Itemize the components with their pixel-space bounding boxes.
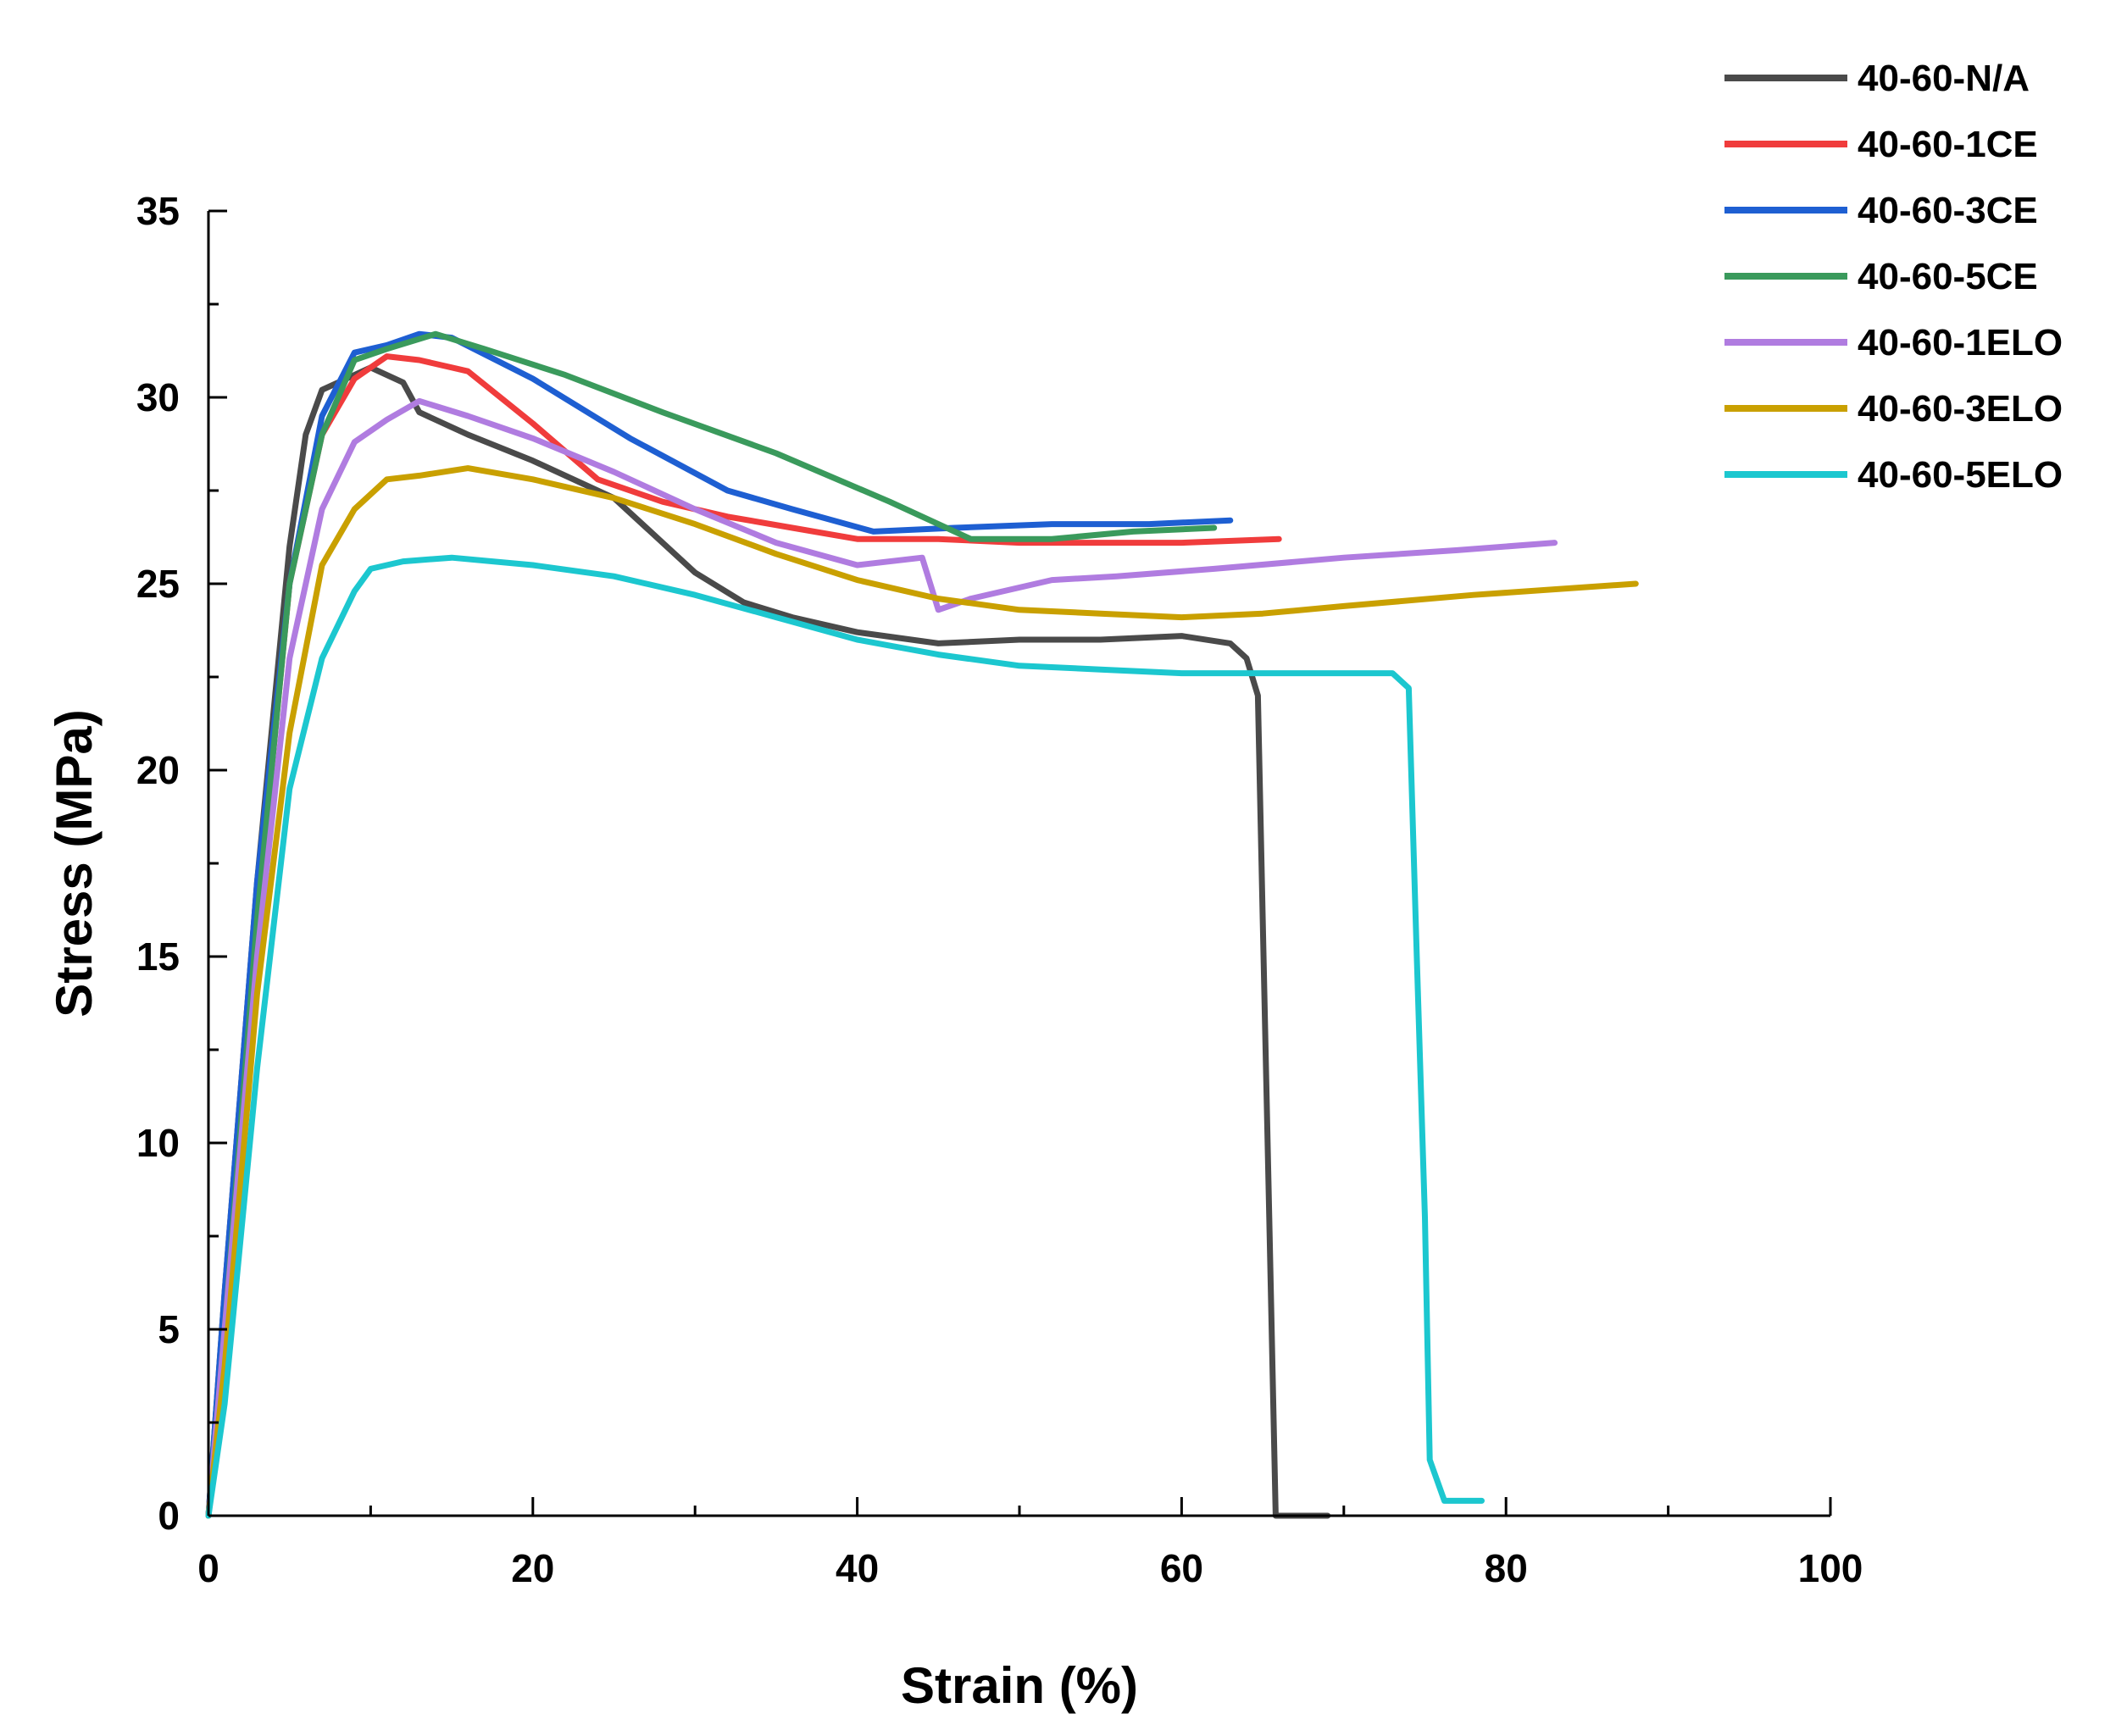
legend-label-1: 40-60-N/A bbox=[1858, 58, 2030, 99]
series-line-6 bbox=[205, 465, 1639, 1519]
x-axis-title: Strain (%) bbox=[901, 1657, 1138, 1714]
legend-label-5: 40-60-1ELO bbox=[1858, 322, 2063, 363]
y-tick-label: 30 bbox=[136, 375, 180, 419]
y-tick-label: 25 bbox=[136, 562, 180, 606]
ticks-layer: 0 20 40 60 80 100 0 5 10 15 20 25 30 35 bbox=[136, 189, 1863, 1590]
y-axis-title: Stress (MPa) bbox=[46, 709, 103, 1017]
legend-label-3: 40-60-3CE bbox=[1858, 190, 2038, 231]
series-layer bbox=[205, 330, 1639, 1519]
y-tick-label: 35 bbox=[136, 189, 180, 233]
series-line-4 bbox=[205, 330, 1218, 1519]
y-tick-label: 10 bbox=[136, 1121, 180, 1165]
y-tick-label: 5 bbox=[158, 1307, 180, 1351]
x-tick-label: 20 bbox=[511, 1546, 554, 1590]
x-tick-label: 0 bbox=[197, 1546, 219, 1590]
legend-label-4: 40-60-5CE bbox=[1858, 256, 2038, 297]
series-line-3 bbox=[205, 330, 1234, 1519]
legend-label-6: 40-60-3ELO bbox=[1858, 388, 2063, 430]
y-tick-label: 20 bbox=[136, 748, 180, 792]
axes-layer bbox=[207, 211, 1830, 1517]
series-line-5 bbox=[205, 397, 1558, 1519]
x-tick-label: 100 bbox=[1798, 1546, 1863, 1590]
series-line-7 bbox=[205, 554, 1485, 1519]
x-tick-label: 60 bbox=[1160, 1546, 1203, 1590]
legend: 40-60-N/A 40-60-1CE 40-60-3CE 40-60-5CE 40-6… bbox=[1724, 58, 2063, 496]
x-tick-label: 80 bbox=[1485, 1546, 1528, 1590]
y-tick-label: 15 bbox=[136, 935, 180, 979]
legend-label-2: 40-60-1CE bbox=[1858, 124, 2038, 165]
legend-label-7: 40-60-5ELO bbox=[1858, 454, 2063, 496]
x-tick-label: 40 bbox=[836, 1546, 879, 1590]
y-tick-label: 0 bbox=[158, 1494, 180, 1538]
